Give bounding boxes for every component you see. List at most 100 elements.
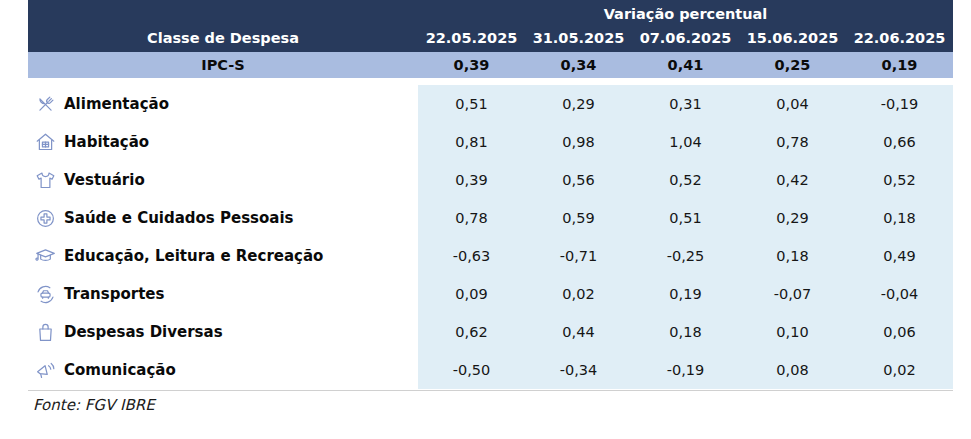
row-values: -0,50 -0,34 -0,19 0,08 0,02 [418, 351, 953, 389]
value-cell: 0,29 [525, 85, 632, 123]
row-values: 0,81 0,98 1,04 0,78 0,66 [418, 123, 953, 161]
value-cell: 0,66 [846, 123, 953, 161]
value-cell: 0,31 [632, 85, 739, 123]
row-values: 0,51 0,29 0,31 0,04 -0,19 [418, 85, 953, 123]
value-cell: -0,25 [632, 237, 739, 275]
value-cell: 0,52 [632, 161, 739, 199]
table-row: Saúde e Cuidados Pessoais 0,78 0,59 0,51… [28, 199, 953, 237]
value-cell: 0,06 [846, 313, 953, 351]
table-header: Variação percentual Classe de Despesa 22… [28, 0, 953, 52]
header-class-label: Classe de Despesa [28, 24, 418, 52]
date-header-cell: 22.06.2025 [846, 24, 953, 52]
value-cell: 0,08 [739, 351, 846, 389]
value-cell: 0,18 [632, 313, 739, 351]
medical-cross-icon [34, 207, 56, 229]
value-cell: 0,19 [632, 275, 739, 313]
value-cell: 0,39 [418, 161, 525, 199]
ipcs-variation-table-page: Variação percentual Classe de Despesa 22… [0, 0, 971, 439]
value-cell: 0,04 [739, 85, 846, 123]
table-row: Comunicação -0,50 -0,34 -0,19 0,08 0,02 [28, 351, 953, 389]
value-cell: 0,44 [525, 313, 632, 351]
table-row: Vestuário 0,39 0,56 0,52 0,42 0,52 [28, 161, 953, 199]
tshirt-icon [34, 169, 56, 191]
category-label: Educação, Leitura e Recreação [64, 247, 323, 265]
table-body: Alimentação 0,51 0,29 0,31 0,04 -0,19 [28, 85, 953, 389]
category-cell: Habitação [28, 123, 418, 161]
header-columns-row: Classe de Despesa 22.05.2025 31.05.2025 … [28, 24, 953, 52]
house-icon [34, 131, 56, 153]
source-note: Fonte: FGV IBRE [28, 391, 953, 414]
value-cell: 0,62 [418, 313, 525, 351]
category-label: Saúde e Cuidados Pessoais [64, 209, 294, 227]
date-header-cell: 31.05.2025 [525, 24, 632, 52]
ipcs-label: IPC-S [28, 52, 418, 78]
category-cell: Educação, Leitura e Recreação [28, 237, 418, 275]
category-label: Vestuário [64, 171, 145, 189]
date-header-cell: 07.06.2025 [632, 24, 739, 52]
value-cell: 1,04 [632, 123, 739, 161]
car-icon [34, 283, 56, 305]
table-row: Despesas Diversas 0,62 0,44 0,18 0,10 0,… [28, 313, 953, 351]
value-cell: 0,18 [739, 237, 846, 275]
header-group-row: Variação percentual [28, 0, 953, 24]
value-cell: 0,18 [846, 199, 953, 237]
date-header-cell: 22.05.2025 [418, 24, 525, 52]
value-cell: 0,49 [846, 237, 953, 275]
category-label: Comunicação [64, 361, 176, 379]
ipcs-value-cell: 0,39 [418, 52, 525, 78]
value-cell: 0,51 [632, 199, 739, 237]
category-cell: Saúde e Cuidados Pessoais [28, 199, 418, 237]
category-cell: Alimentação [28, 85, 418, 123]
value-cell: 0,09 [418, 275, 525, 313]
value-cell: 0,59 [525, 199, 632, 237]
category-label: Alimentação [64, 95, 169, 113]
shopping-bag-icon [34, 321, 56, 343]
date-header-cell: 15.06.2025 [739, 24, 846, 52]
value-cell: 0,42 [739, 161, 846, 199]
value-cell: 0,81 [418, 123, 525, 161]
ipcs-summary-row: IPC-S 0,39 0,34 0,41 0,25 0,19 [28, 52, 953, 78]
value-cell: 0,78 [739, 123, 846, 161]
value-cell: -0,63 [418, 237, 525, 275]
table-row: Habitação 0,81 0,98 1,04 0,78 0,66 [28, 123, 953, 161]
value-cell: 0,10 [739, 313, 846, 351]
value-cell: 0,02 [525, 275, 632, 313]
category-label: Habitação [64, 133, 149, 151]
category-cell: Vestuário [28, 161, 418, 199]
ipcs-value-cell: 0,25 [739, 52, 846, 78]
value-cell: 0,02 [846, 351, 953, 389]
ipcs-table: Variação percentual Classe de Despesa 22… [28, 0, 953, 414]
header-group-spacer [28, 0, 418, 24]
value-cell: -0,34 [525, 351, 632, 389]
ipcs-value-cell: 0,41 [632, 52, 739, 78]
category-cell: Despesas Diversas [28, 313, 418, 351]
value-cell: -0,07 [739, 275, 846, 313]
category-cell: Transportes [28, 275, 418, 313]
ipcs-value-cell: 0,34 [525, 52, 632, 78]
utensils-icon [34, 93, 56, 115]
megaphone-icon [34, 359, 56, 381]
value-cell: -0,50 [418, 351, 525, 389]
value-cell: 0,51 [418, 85, 525, 123]
table-row: Transportes 0,09 0,02 0,19 -0,07 -0,04 [28, 275, 953, 313]
row-values: 0,62 0,44 0,18 0,10 0,06 [418, 313, 953, 351]
value-cell: 0,56 [525, 161, 632, 199]
value-cell: -0,19 [846, 85, 953, 123]
category-label: Despesas Diversas [64, 323, 223, 341]
row-values: 0,39 0,56 0,52 0,42 0,52 [418, 161, 953, 199]
value-cell: 0,78 [418, 199, 525, 237]
value-cell: -0,71 [525, 237, 632, 275]
value-cell: 0,98 [525, 123, 632, 161]
value-cell: -0,19 [632, 351, 739, 389]
row-values: 0,09 0,02 0,19 -0,07 -0,04 [418, 275, 953, 313]
ipcs-value-cell: 0,19 [846, 52, 953, 78]
row-values: 0,78 0,59 0,51 0,29 0,18 [418, 199, 953, 237]
table-row: Alimentação 0,51 0,29 0,31 0,04 -0,19 [28, 85, 953, 123]
graduation-cap-icon [34, 245, 56, 267]
table-row: Educação, Leitura e Recreação -0,63 -0,7… [28, 237, 953, 275]
header-group-label: Variação percentual [418, 0, 953, 24]
category-label: Transportes [64, 285, 164, 303]
value-cell: -0,04 [846, 275, 953, 313]
spacer [28, 78, 953, 85]
value-cell: 0,52 [846, 161, 953, 199]
